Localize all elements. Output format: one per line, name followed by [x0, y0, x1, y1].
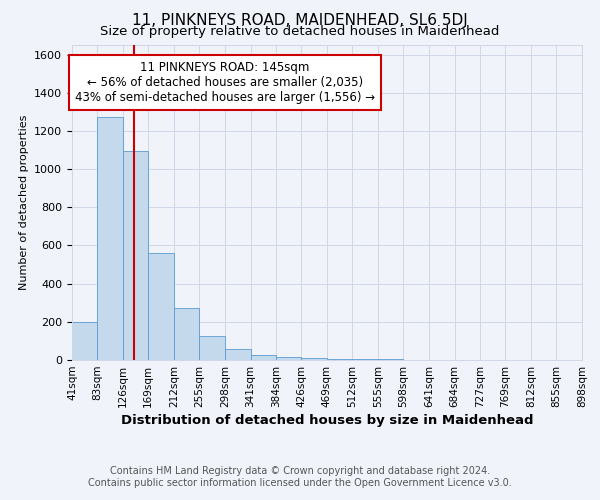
Bar — [122, 151, 148, 360]
Bar — [301, 358, 327, 360]
Bar — [148, 253, 174, 360]
Bar — [72, 322, 97, 360]
Bar — [327, 359, 352, 360]
Bar — [174, 308, 199, 360]
Bar — [225, 348, 251, 360]
Text: Size of property relative to detached houses in Maidenhead: Size of property relative to detached ho… — [100, 25, 500, 38]
Bar — [199, 336, 225, 360]
Bar — [276, 357, 301, 360]
Y-axis label: Number of detached properties: Number of detached properties — [19, 115, 29, 290]
Text: 11, PINKNEYS ROAD, MAIDENHEAD, SL6 5DJ: 11, PINKNEYS ROAD, MAIDENHEAD, SL6 5DJ — [132, 12, 468, 28]
Bar — [251, 355, 276, 360]
Bar — [352, 359, 378, 360]
Text: Contains HM Land Registry data © Crown copyright and database right 2024.
Contai: Contains HM Land Registry data © Crown c… — [88, 466, 512, 487]
Text: 11 PINKNEYS ROAD: 145sqm
← 56% of detached houses are smaller (2,035)
43% of sem: 11 PINKNEYS ROAD: 145sqm ← 56% of detach… — [75, 60, 375, 104]
Bar — [97, 116, 122, 360]
X-axis label: Distribution of detached houses by size in Maidenhead: Distribution of detached houses by size … — [121, 414, 533, 427]
